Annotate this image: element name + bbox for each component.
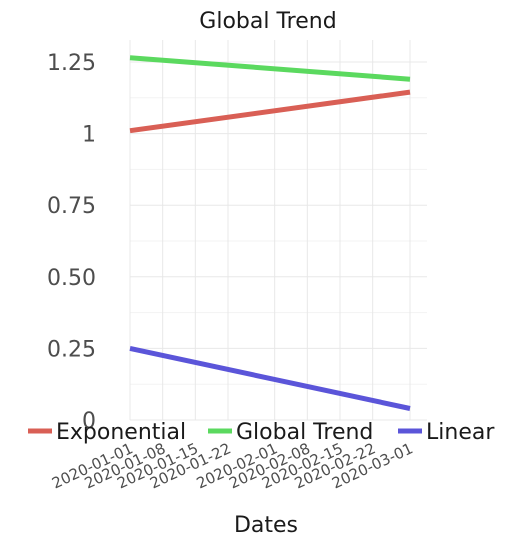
series-line-linear (129, 345, 411, 411)
y-tick-label: 1.25 (47, 51, 96, 76)
y-tick-label: 1 (82, 123, 96, 148)
series-line-exponential (129, 89, 411, 134)
y-tick-label: 0.25 (47, 337, 96, 362)
legend-label: Linear (426, 420, 495, 445)
y-tick-label: 0.75 (47, 194, 96, 219)
legend: Exponential Global Trend Linear (28, 420, 495, 445)
legend-label: Global Trend (236, 420, 373, 445)
y-tick-label: 0 (82, 409, 96, 434)
x-axis-label: Dates (234, 513, 298, 538)
series-line-global-trend (129, 55, 411, 82)
y-axis: 0 0.25 0.50 0.75 1 1.25 (47, 51, 96, 434)
y-tick-label: 0.50 (47, 266, 96, 291)
x-axis: 2020-01-012020-01-082020-01-152020-01-22… (49, 439, 416, 492)
series-lines (129, 55, 411, 411)
legend-label: Exponential (56, 420, 186, 445)
chart-title: Global Trend (199, 9, 336, 34)
